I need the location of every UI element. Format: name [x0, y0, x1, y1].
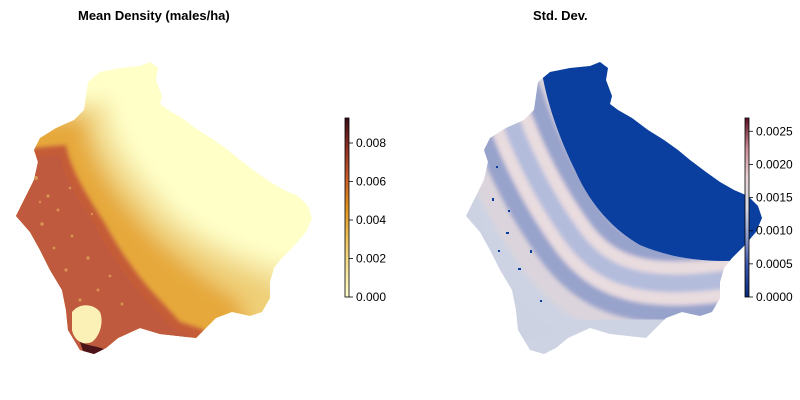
- mean-density-colorbar: [344, 117, 350, 298]
- colorbar-tick-label: 0.0020: [756, 157, 793, 171]
- colorbar-tick-label: 0.008: [356, 136, 386, 150]
- std-dev-colorbar: [744, 117, 750, 298]
- colorbar-tick-label: 0.0005: [756, 257, 793, 271]
- colorbar-tick-label: 0.002: [356, 252, 386, 266]
- panel-title-mean-density: Mean Density (males/ha): [78, 8, 230, 23]
- colorbar-tick-label: 0.0025: [756, 124, 793, 138]
- std-dev-legend: 0.0000 0.0005 0.0010 0.0015 0.0020 0.0025: [744, 117, 793, 304]
- colorbar-tick-label: 0.006: [356, 175, 386, 189]
- panel-title-std-dev: Std. Dev.: [533, 8, 588, 23]
- colorbar-tick-label: 0.0010: [756, 224, 793, 238]
- colorbar-tick-label: 0.000: [356, 290, 386, 304]
- colorbar-tick-label: 0.0000: [756, 290, 793, 304]
- colorbar-tick-label: 0.0015: [756, 191, 793, 205]
- colorbar-tick-label: 0.004: [356, 213, 386, 227]
- mean-density-map: [16, 62, 312, 354]
- mean-density-legend: 0.000 0.002 0.004 0.006 0.008: [344, 117, 386, 304]
